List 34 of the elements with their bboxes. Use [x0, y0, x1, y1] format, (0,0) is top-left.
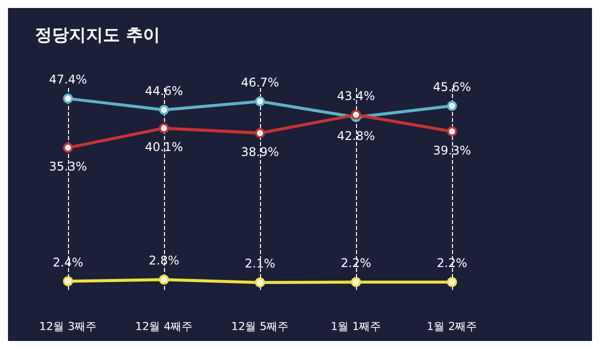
data-label: 47.4% — [48, 72, 88, 87]
data-label: 46.7% — [240, 75, 280, 90]
point — [63, 276, 73, 286]
x-tick-label: 1월 2째주 — [426, 320, 478, 333]
chart-title: 정당지지도 추이 — [35, 26, 160, 46]
point — [159, 274, 169, 285]
data-label: 40.1% — [144, 140, 184, 154]
data-label: 2.2% — [340, 256, 372, 270]
point — [351, 110, 361, 120]
data-label: 43.4% — [336, 88, 376, 103]
x-tick-label: 12월 4째주 — [135, 320, 193, 333]
x-tick-label: 12월 5째주 — [231, 320, 289, 333]
data-label: 2.8% — [148, 254, 180, 268]
point — [255, 277, 265, 288]
data-label: 39.3% — [432, 143, 472, 158]
point — [255, 96, 265, 106]
point — [351, 277, 361, 288]
data-label: 45.6% — [432, 80, 472, 94]
point — [159, 123, 169, 134]
point — [447, 100, 457, 111]
point — [447, 277, 457, 288]
point — [447, 126, 457, 136]
x-tick-label: 1월 1째주 — [330, 320, 382, 333]
data-label: 35.3% — [48, 160, 88, 174]
data-label: 2.4% — [52, 255, 84, 270]
data-label: 44.6% — [144, 84, 184, 98]
data-label: 38.9% — [240, 145, 280, 160]
data-label: 42.8% — [336, 129, 376, 144]
x-tick-label: 12월 3째주 — [39, 320, 97, 333]
point — [159, 104, 169, 115]
point — [63, 142, 73, 153]
point — [255, 128, 265, 138]
data-label: 2.2% — [436, 256, 468, 270]
point — [63, 94, 73, 104]
